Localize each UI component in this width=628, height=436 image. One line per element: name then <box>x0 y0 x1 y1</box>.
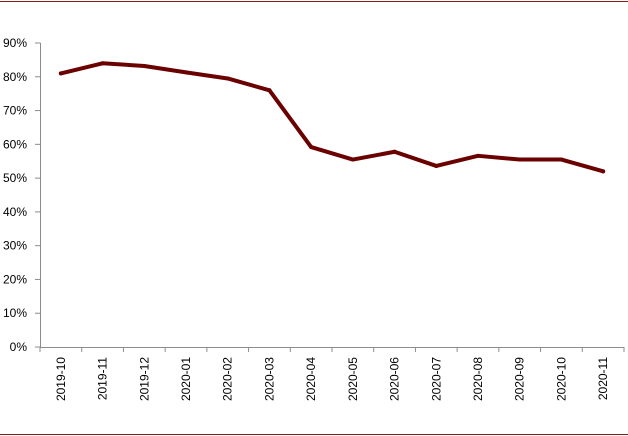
x-tick-label: 2020-05 <box>346 357 360 401</box>
x-tick-label: 2020-03 <box>262 357 276 401</box>
y-tick-label: 60% <box>3 137 27 151</box>
data-point <box>142 63 147 68</box>
x-tick-label: 2020-07 <box>429 357 443 401</box>
x-tick-label: 2020-06 <box>388 357 402 401</box>
data-point <box>434 163 439 168</box>
x-tick-label: 2020-01 <box>179 357 193 401</box>
x-tick-label: 2020-02 <box>221 357 235 401</box>
y-tick-label: 90% <box>3 36 27 50</box>
data-point <box>350 157 355 162</box>
series-group <box>58 61 606 174</box>
y-axis: 0% 10% 20% 30% 40% 50% 60% 70% 80% 90% <box>3 36 41 354</box>
y-tick-label: 80% <box>3 70 27 84</box>
x-tick-label: 2020-09 <box>513 357 527 401</box>
y-tick-label: 50% <box>3 171 27 185</box>
y-tick-label: 10% <box>3 306 27 320</box>
series-line <box>58 61 606 174</box>
data-point <box>309 145 314 150</box>
y-tick-label: 70% <box>3 104 27 118</box>
data-point <box>559 157 564 162</box>
data-point <box>225 76 230 81</box>
data-point <box>267 88 272 93</box>
x-tick-label: 2019-10 <box>54 357 68 401</box>
data-point <box>392 149 397 154</box>
data-point <box>476 153 480 158</box>
data-point <box>517 157 522 162</box>
data-point <box>58 71 63 76</box>
data-point <box>100 61 105 66</box>
x-tick-label: 2019-11 <box>96 357 110 400</box>
x-tick-label: 2020-08 <box>471 357 485 401</box>
x-tick-label: 2020-11 <box>596 357 610 400</box>
y-tick-label: 20% <box>3 272 27 286</box>
x-tick-label: 2020-04 <box>304 357 318 401</box>
x-tick-label: 2020-10 <box>554 357 568 401</box>
data-point <box>184 70 188 75</box>
x-axis: 2019-10 2019-11 2019-12 2020-01 2020-02 2020-… <box>39 347 625 401</box>
data-point <box>601 169 606 174</box>
y-tick-label: 40% <box>3 205 27 219</box>
y-tick-label: 30% <box>3 239 27 253</box>
y-tick-label: 0% <box>10 340 28 354</box>
x-tick-label: 2019-12 <box>137 357 151 401</box>
